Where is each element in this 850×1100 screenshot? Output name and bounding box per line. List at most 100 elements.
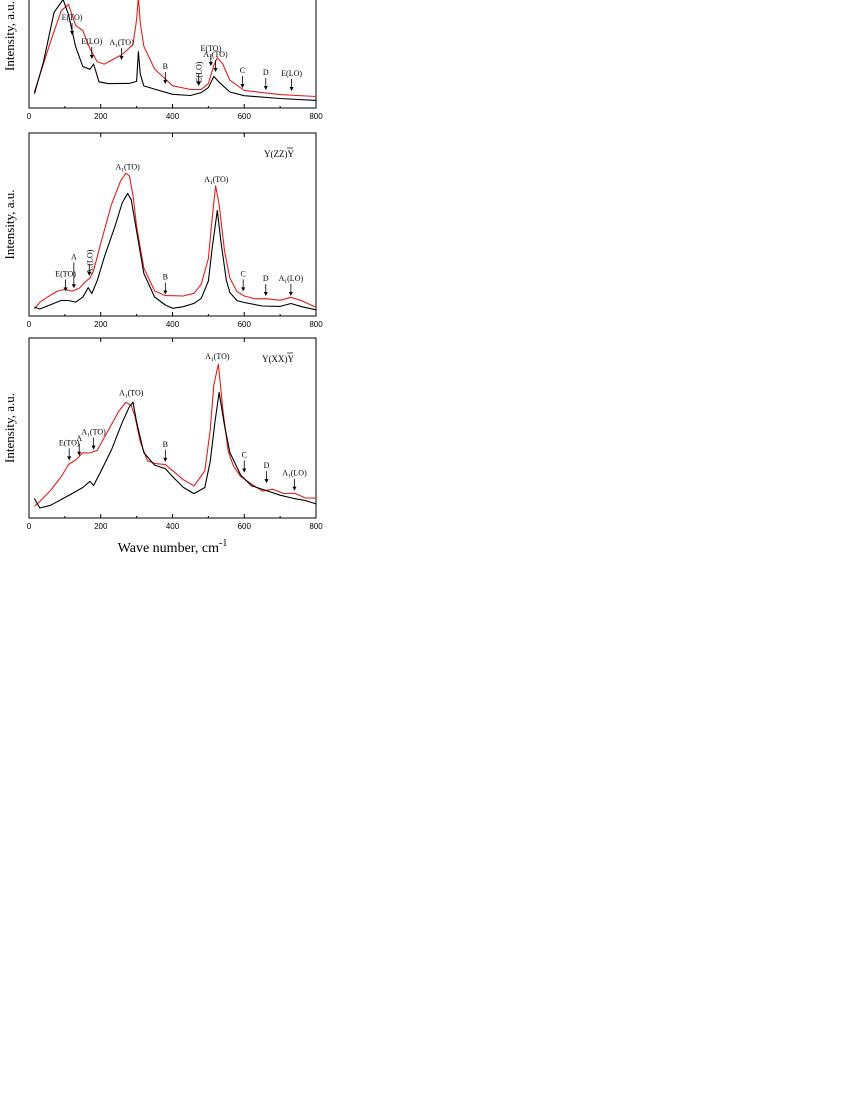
peak-label: D: [264, 461, 270, 470]
peak-label: E(TO): [62, 13, 83, 22]
peak-label: A1(LO): [279, 274, 304, 285]
peak-annotation: E(TO): [59, 438, 80, 461]
plot-frame: [28, 132, 317, 317]
peak-annotation: A: [76, 434, 82, 456]
x-tick-label: 800: [309, 320, 323, 329]
peak-label: A1(TO): [205, 352, 230, 363]
peak-annotation: A: [71, 252, 77, 289]
peak-annotation: A1(TO): [203, 50, 228, 72]
series-line-red: [34, 363, 317, 507]
peak-annotation: E(LO): [195, 61, 204, 86]
peak-annotation: E(TO): [55, 269, 76, 292]
peak-annotation: C: [242, 450, 247, 473]
arrow-head: [119, 56, 124, 60]
peak-annotation: A1(TO): [109, 38, 134, 60]
peak-label: A1(TO): [203, 50, 228, 61]
arrow-head: [263, 292, 268, 297]
peak-label: C: [240, 66, 245, 75]
peak-label: E(LO): [195, 61, 204, 82]
series-line-black: [33, 0, 317, 101]
arrow-head: [163, 290, 168, 295]
series-line-red: [33, 172, 317, 310]
peak-annotation: D: [263, 68, 269, 90]
arrow-head: [87, 271, 92, 276]
peak-annotation: B: [163, 273, 168, 295]
peak-annotation: B: [163, 440, 168, 462]
peak-label: C: [241, 269, 246, 278]
peak-annotation: D: [263, 274, 269, 297]
series-line-black: [33, 391, 317, 509]
y-axis-label: Intensity, a.u.: [2, 190, 17, 260]
x-tick-label: 400: [166, 522, 180, 531]
peak-label: D: [263, 68, 269, 77]
x-axis-label: Wave number, cm-1: [118, 538, 228, 556]
peak-label: C: [242, 450, 247, 459]
y-axis-label: Intensity, a.u.: [2, 1, 17, 71]
x-tick-label: 0: [27, 522, 32, 531]
arrow-head: [263, 86, 268, 90]
arrow-head: [196, 82, 201, 86]
arrow-head: [163, 457, 168, 462]
arrow-head: [89, 55, 94, 59]
arrow-head: [292, 486, 297, 491]
series-line-black: [34, 192, 317, 311]
peak-label: A1(LO): [85, 249, 96, 274]
peak-annotation: C: [240, 66, 245, 88]
arrow-head: [67, 456, 72, 461]
peak-annotation: B: [163, 62, 168, 84]
x-tick-label: 400: [166, 320, 180, 329]
peak-annotation: C: [241, 269, 246, 292]
peak-annotation: A1(LO): [85, 249, 96, 276]
peak-label: A1(LO): [282, 469, 307, 480]
peak-label: B: [163, 440, 168, 449]
peak-label: E(TO): [201, 44, 222, 53]
peak-annotation: A1(LO): [279, 274, 304, 297]
arrow-head: [242, 468, 247, 473]
peak-annotation: E(TO): [62, 13, 83, 35]
series-line-red: [33, 0, 317, 98]
peak-annotation: E(TO): [201, 44, 222, 66]
peak-label: E(TO): [59, 438, 80, 447]
peak-label: B: [163, 62, 168, 71]
arrow-head: [77, 451, 82, 456]
peak-annotation: E(LO): [281, 69, 302, 91]
x-tick-label: 600: [238, 522, 252, 531]
peak-label: E(LO): [281, 69, 302, 78]
x-tick-label: 600: [238, 112, 252, 121]
peak-label: A1(TO): [115, 162, 140, 173]
peak-label: A1(TO): [81, 428, 106, 439]
peak-label: D: [263, 274, 269, 283]
arrow-head: [91, 445, 96, 450]
peak-annotation: E(LO): [81, 37, 103, 59]
arrow-head: [264, 479, 269, 484]
arrow-head: [240, 84, 245, 88]
peak-label: A: [76, 434, 82, 443]
arrow-head: [289, 87, 294, 91]
peak-label: A1(TO): [109, 38, 134, 49]
peak-label: A1(TO): [204, 175, 229, 186]
arrow-head: [63, 287, 68, 292]
peak-annotation: A1(LO): [282, 469, 307, 491]
peak-annotation: A1(TO): [119, 388, 144, 399]
peak-annotation: A1(TO): [205, 352, 230, 363]
x-tick-label: 0: [27, 320, 32, 329]
x-tick-label: 200: [94, 112, 108, 121]
scattering-geometry-label: Y(ZZ)Y: [264, 149, 294, 159]
y-axis-label: Intensity, a.u.: [2, 393, 17, 463]
x-tick-label: 800: [309, 112, 323, 121]
x-tick-label: 400: [166, 112, 180, 121]
x-tick-label: 0: [27, 112, 32, 121]
arrow-head: [163, 80, 168, 84]
peak-label: A1(TO): [119, 388, 144, 399]
arrow-head: [213, 68, 218, 72]
arrow-head: [241, 287, 246, 292]
peak-label: E(LO): [81, 37, 102, 46]
arrow-head: [288, 292, 293, 297]
peak-annotation: A1(TO): [81, 428, 106, 450]
chart-panel-3: 0 200 400 600 800 Intensity, a.u. Y(XX)Y A1(TO)…: [2, 337, 323, 531]
scattering-geometry-label: Y(XX)Y: [262, 354, 294, 364]
peak-annotation: A1(TO): [115, 162, 140, 173]
x-tick-label: 600: [238, 320, 252, 329]
